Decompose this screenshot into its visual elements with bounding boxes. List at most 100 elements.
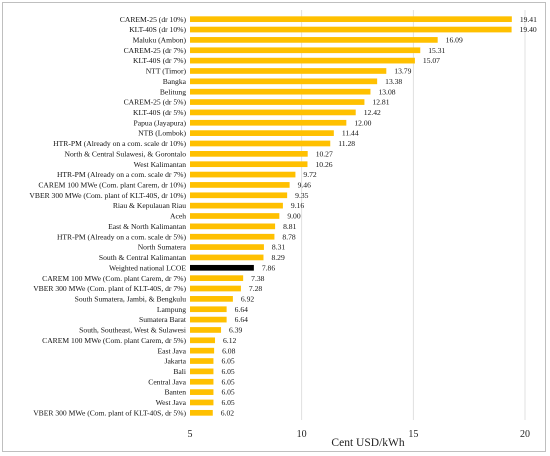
value-label-27: 6.92: [241, 294, 254, 303]
bar-36: [190, 389, 214, 395]
bar-22: [190, 244, 264, 250]
bar-28: [190, 306, 227, 313]
category-label-15: HTR-PM (Already on a com. scale dr 7%): [57, 170, 187, 179]
bar-14: [190, 161, 308, 168]
category-label-19: Aceh: [170, 212, 186, 221]
value-label-4: 15.07: [423, 56, 440, 65]
category-label-10: Papua (Jayapura): [134, 118, 187, 127]
x-tick-label-3: 20: [520, 429, 530, 440]
value-label-19: 9.00: [287, 212, 300, 221]
value-label-7: 13.08: [378, 87, 395, 96]
category-label-9: KLT-40S (dr 5%): [133, 108, 186, 117]
value-label-6: 13.38: [385, 77, 402, 86]
value-label-32: 6.08: [222, 346, 235, 355]
value-label-14: 10.26: [315, 160, 332, 169]
category-label-13: North & Central Sulawesi, & Gorontalo: [65, 149, 187, 158]
value-label-2: 16.09: [446, 35, 463, 44]
value-label-9: 12.42: [364, 108, 381, 117]
value-label-16: 9.46: [298, 181, 311, 190]
bar-8: [190, 99, 365, 105]
value-label-24: 7.86: [262, 263, 275, 272]
bar-17: [190, 192, 288, 199]
value-label-31: 6.12: [223, 336, 236, 345]
category-label-17: VBER 300 MWe (Com. plant of KLT-40S, dr …: [29, 191, 186, 200]
bar-layer: [190, 16, 512, 416]
value-label-37: 6.05: [221, 398, 234, 407]
bar-33: [190, 358, 214, 364]
bar-13: [190, 150, 308, 157]
bar-10: [190, 119, 347, 126]
value-label-26: 7.28: [249, 284, 262, 293]
bar-25: [190, 275, 244, 282]
bar-29: [190, 316, 227, 323]
value-label-22: 8.31: [272, 243, 285, 252]
category-label-11: NTB (Lombok): [138, 129, 186, 138]
bar-2: [190, 37, 438, 43]
value-label-15: 9.72: [303, 170, 316, 179]
category-label-30: South, Southeast, West & Sulawesi: [79, 326, 186, 335]
bar-24: [190, 264, 254, 271]
bar-7: [190, 88, 371, 95]
category-label-37: West Java: [156, 398, 187, 407]
value-label-30: 6.39: [229, 326, 242, 335]
category-label-5: NTT (Timor): [146, 67, 187, 76]
category-label-36: Banten: [164, 388, 186, 397]
value-label-33: 6.05: [221, 357, 234, 366]
value-label-18: 9.16: [291, 201, 304, 210]
value-label-10: 12.00: [354, 118, 371, 127]
value-label-25: 7.38: [251, 274, 264, 283]
category-label-23: South & Central Kalimantan: [99, 253, 186, 262]
category-label-12: HTR-PM (Already on a com. scale dr 10%): [53, 139, 186, 148]
x-tick-label-0: 5: [188, 429, 193, 440]
value-label-5: 13.79: [394, 67, 411, 76]
category-label-6: Bangka: [163, 77, 187, 86]
bar-6: [190, 78, 378, 85]
bar-34: [190, 368, 214, 375]
category-label-27: South Sumatera, Jambi, & Bengkulu: [75, 294, 187, 303]
value-label-21: 8.78: [282, 232, 295, 241]
category-label-26: VBER 300 MWe (Com. plant of KLT-40S, dr …: [33, 284, 186, 293]
value-label-23: 8.29: [271, 253, 284, 262]
category-label-33: Jakarta: [164, 357, 186, 366]
value-label-29: 6.64: [235, 315, 248, 324]
category-label-38: VBER 300 MWe (Com. plant of KLT-40S, dr …: [33, 408, 186, 417]
category-label-28: Lampung: [157, 305, 186, 314]
category-label-7: Belitung: [160, 87, 186, 96]
category-label-20: East & North Kalimantan: [108, 222, 186, 231]
x-tick-label-1: 10: [297, 429, 307, 440]
bar-0: [190, 16, 512, 23]
value-label-13: 10.27: [316, 149, 333, 158]
value-label-36: 6.05: [221, 388, 234, 397]
category-label-16: CAREM 100 MWe (Com. plant Carem, dr 10%): [38, 181, 186, 190]
category-label-22: North Sumatera: [138, 243, 187, 252]
category-label-35: Central Java: [148, 377, 186, 386]
value-label-34: 6.05: [221, 367, 234, 376]
category-label-24: Weighted national LCOE: [109, 263, 186, 272]
x-tick-layer: 5 10 15 20: [188, 429, 531, 440]
value-label-28: 6.64: [235, 305, 248, 314]
bar-1: [190, 26, 512, 33]
category-label-layer: CAREM-25 (dr 10%)KLT-40S (dr 10%)Maluku …: [29, 15, 186, 418]
value-label-0: 19.41: [520, 15, 537, 24]
bar-19: [190, 213, 280, 219]
grid-layer: [301, 10, 526, 420]
bar-3: [190, 47, 421, 54]
value-label-1: 19.40: [520, 25, 537, 34]
bar-23: [190, 254, 264, 261]
value-label-20: 8.81: [283, 222, 296, 231]
value-label-38: 6.02: [221, 408, 234, 417]
bar-21: [190, 233, 275, 240]
bar-31: [190, 337, 216, 344]
category-label-0: CAREM-25 (dr 10%): [120, 15, 187, 24]
bar-18: [190, 202, 283, 209]
category-label-8: CAREM-25 (dr 5%): [124, 98, 187, 107]
bar-38: [190, 409, 213, 416]
category-label-31: CAREM 100 MWe (Com. plant Carem, dr 5%): [42, 336, 186, 345]
value-label-8: 12.81: [372, 98, 389, 107]
bar-20: [190, 223, 276, 230]
bar-26: [190, 285, 241, 292]
category-label-4: KLT-40S (dr 7%): [133, 56, 186, 65]
value-label-3: 15.31: [428, 46, 445, 55]
